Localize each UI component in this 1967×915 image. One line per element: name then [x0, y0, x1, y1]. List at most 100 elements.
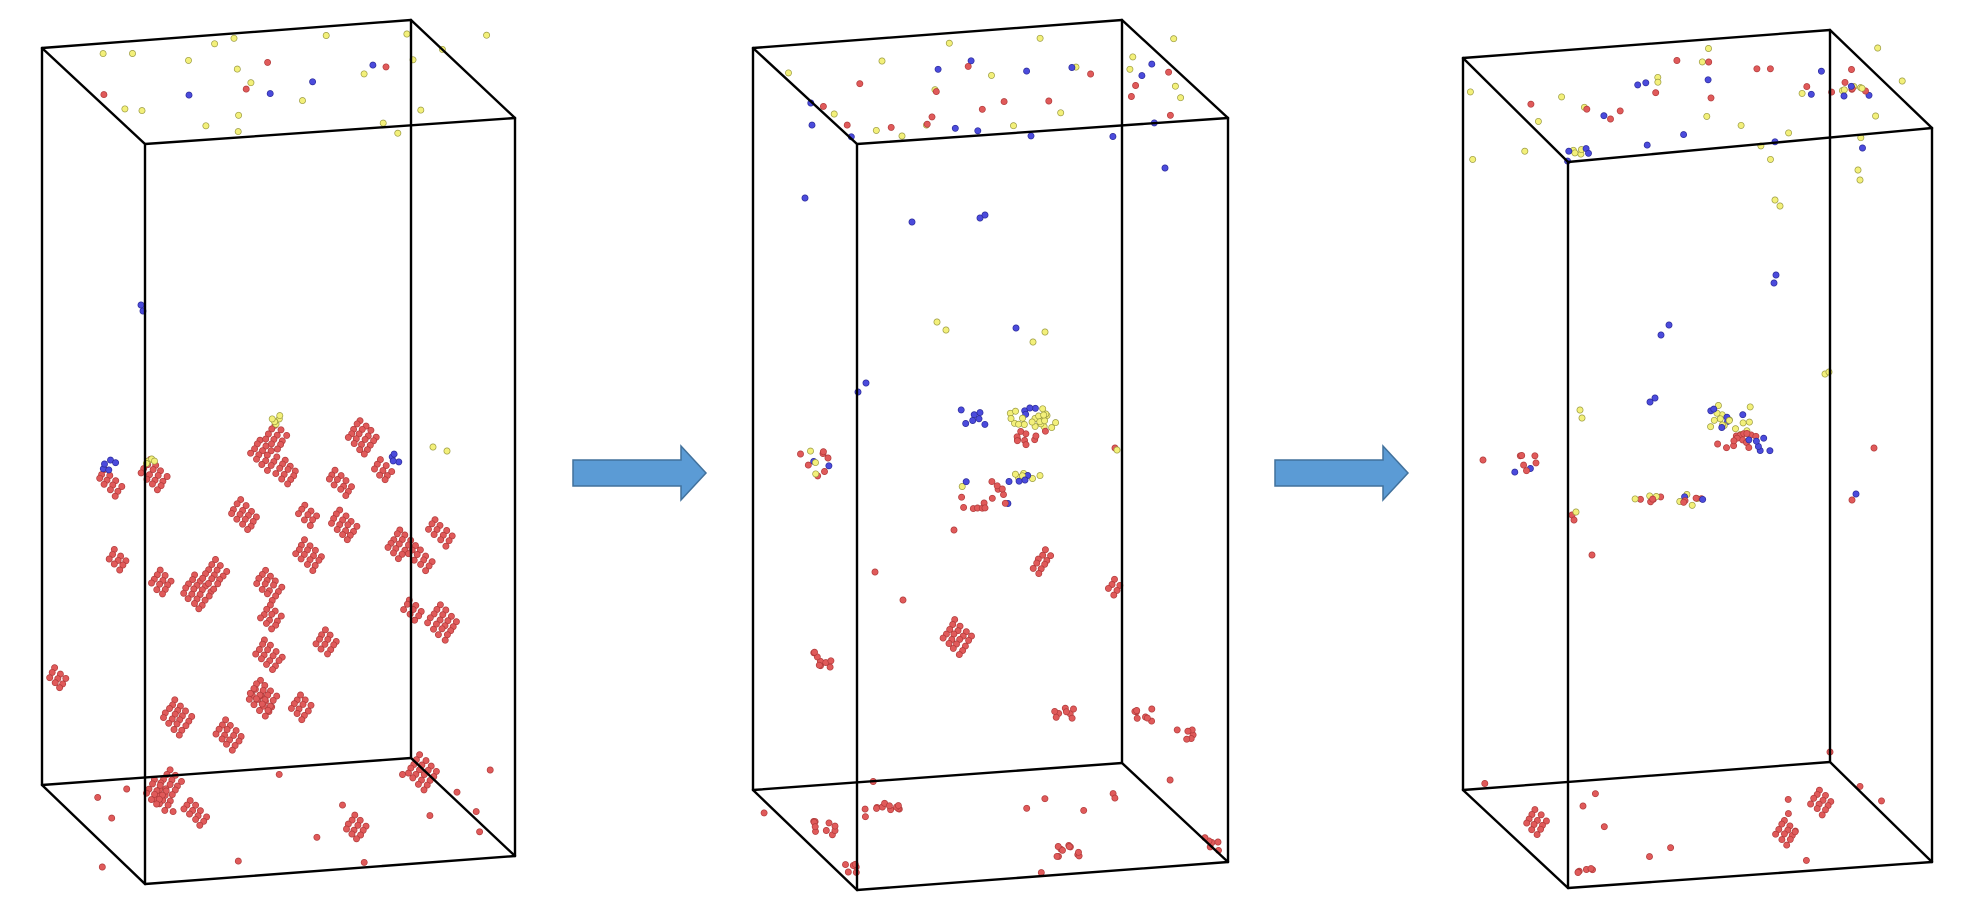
red-atom: [321, 640, 329, 648]
red-atom: [399, 771, 406, 778]
yellow-atom: [403, 30, 411, 38]
blue-atom: [934, 65, 942, 73]
red-atom: [304, 707, 312, 715]
blue-atom: [1699, 495, 1707, 503]
blue-atom: [1760, 434, 1768, 442]
red-atom: [1000, 491, 1007, 499]
yellow-atom: [235, 111, 243, 119]
yellow-atom: [417, 106, 425, 114]
red-atom: [46, 674, 54, 682]
red-atom: [949, 644, 957, 652]
red-atom: [259, 640, 267, 648]
red-atom: [239, 520, 247, 528]
yellow-atom: [394, 129, 402, 137]
red-atom: [403, 600, 411, 608]
red-atom: [1133, 714, 1141, 722]
red-atom: [205, 592, 213, 600]
yellow-atom: [1716, 415, 1724, 423]
red-atom: [300, 516, 308, 524]
red-atom: [993, 482, 1001, 490]
blue-atom: [975, 415, 983, 423]
red-atom: [267, 461, 275, 469]
yellow-atom: [1710, 416, 1718, 424]
red-atom: [299, 700, 307, 708]
red-atom: [252, 650, 260, 658]
box-edge: [1120, 18, 1230, 120]
red-atom: [333, 476, 341, 483]
red-atom: [263, 590, 271, 598]
red-atom: [166, 705, 173, 712]
red-atom: [262, 435, 270, 443]
red-atom: [885, 802, 893, 810]
red-atom: [148, 480, 156, 488]
blue-atom: [908, 218, 916, 226]
blue-atom: [957, 406, 965, 414]
red-atom: [295, 510, 302, 518]
blue-atom: [1807, 90, 1815, 98]
red-atom: [247, 449, 255, 457]
blue-atom: [1745, 436, 1753, 444]
red-atom: [233, 500, 241, 508]
red-atom: [182, 707, 189, 715]
yellow-atom: [1534, 117, 1542, 125]
yellow-atom: [1036, 472, 1044, 480]
red-atom: [264, 58, 272, 66]
red-atom: [1029, 564, 1037, 572]
red-atom: [981, 504, 989, 512]
yellow-atom: [1052, 419, 1060, 427]
red-atom: [309, 516, 317, 524]
red-atom: [1110, 591, 1118, 599]
yellow-atom: [1171, 82, 1179, 90]
red-atom: [923, 120, 931, 128]
yellow-atom: [945, 39, 953, 47]
red-atom: [1791, 828, 1799, 836]
red-atom: [950, 526, 958, 534]
red-atom: [988, 478, 996, 486]
blue-atom: [1026, 404, 1034, 412]
red-atom: [205, 580, 212, 587]
blue-atom: [1766, 447, 1774, 455]
red-atom: [1870, 444, 1878, 452]
yellow-atom: [429, 443, 437, 451]
red-atom: [1673, 57, 1681, 64]
red-atom: [1667, 844, 1675, 852]
red-atom: [856, 80, 864, 88]
red-atom: [1818, 811, 1826, 819]
red-atom: [266, 601, 274, 609]
yellow-atom: [942, 326, 950, 334]
red-atom: [353, 835, 360, 843]
red-atom: [235, 737, 243, 745]
box-edge: [1566, 860, 1934, 890]
red-atom: [353, 420, 361, 428]
blue-atom: [1710, 405, 1718, 413]
red-atom: [223, 740, 230, 748]
red-atom: [439, 611, 447, 619]
blue-atom: [1005, 478, 1013, 485]
red-atom: [223, 726, 231, 733]
red-atom: [1680, 498, 1688, 506]
red-atom: [303, 560, 311, 568]
red-atom: [1856, 782, 1864, 790]
red-atom: [825, 819, 833, 827]
red-atom: [423, 781, 431, 789]
red-atom: [304, 546, 311, 554]
red-atom: [1784, 795, 1792, 803]
red-atom: [263, 451, 271, 459]
yellow-atom: [1714, 402, 1722, 409]
red-atom: [196, 821, 204, 829]
simulation-box-outline: [1461, 28, 1934, 890]
yellow-atom: [211, 40, 219, 48]
red-atom: [444, 617, 452, 625]
blue-atom: [369, 61, 377, 69]
blue-atom: [1646, 398, 1654, 406]
red-atom: [1013, 437, 1021, 445]
red-atom: [251, 445, 259, 453]
red-atom: [811, 648, 818, 656]
yellow-atom: [1654, 78, 1662, 86]
yellow-atom: [299, 97, 306, 105]
yellow-atom: [230, 34, 238, 42]
yellow-atom: [1040, 411, 1048, 419]
red-atom: [110, 560, 118, 568]
red-atom: [51, 679, 59, 687]
red-atom: [416, 751, 424, 759]
